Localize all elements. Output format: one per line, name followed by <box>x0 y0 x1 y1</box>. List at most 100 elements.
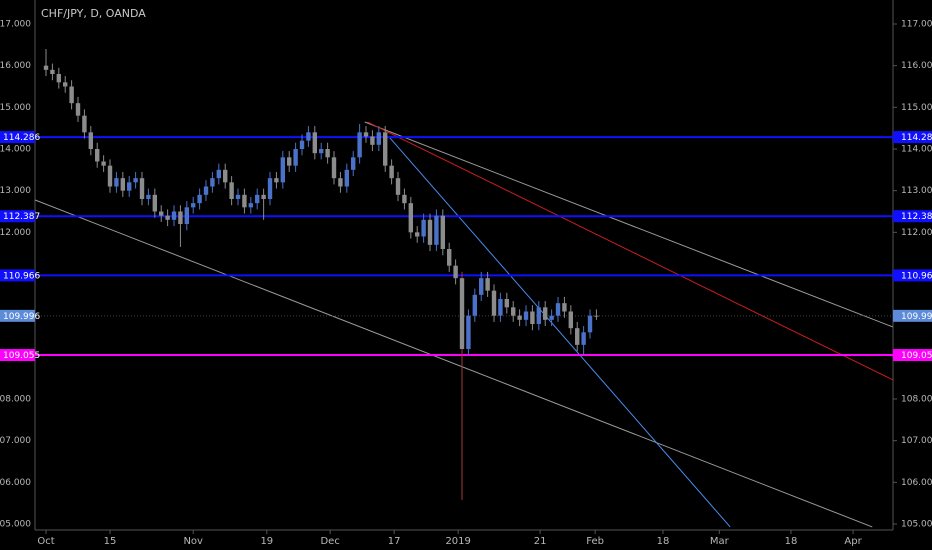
candle-body <box>568 311 574 329</box>
y-tick-label: 115.000 <box>901 103 932 113</box>
y-tick-label-left: 117.000 <box>0 20 31 30</box>
plot-area <box>35 49 893 528</box>
candle-body <box>402 194 407 204</box>
candle-body <box>165 215 170 220</box>
level-label: 109.055 <box>901 351 932 361</box>
level-label-box <box>0 309 35 322</box>
y-tick-label: 106.000 <box>901 478 932 488</box>
candle-body <box>107 165 113 187</box>
candle-body <box>357 132 362 158</box>
x-tick-label: Oct <box>37 536 54 547</box>
candle-body <box>581 332 586 345</box>
candle-body <box>274 178 279 183</box>
candle-body <box>50 69 55 74</box>
y-tick-label: 113.000 <box>901 186 932 196</box>
x-tick-label: 17 <box>388 536 401 547</box>
level-label-box <box>0 210 35 223</box>
candle-body <box>536 307 542 324</box>
candle-body <box>95 149 100 162</box>
candle-body <box>511 307 516 316</box>
candle-body <box>216 169 222 179</box>
candle-body <box>587 315 593 333</box>
candle-body <box>479 278 484 295</box>
candle-body <box>197 194 202 204</box>
candle-body <box>101 161 106 166</box>
x-tick-label: 21 <box>534 536 547 547</box>
candle-body <box>63 82 68 87</box>
candle-body <box>466 315 471 349</box>
candle-body <box>267 178 273 199</box>
candle-body <box>517 315 522 320</box>
level-label: 112.387 <box>901 212 932 222</box>
y-tick-label-left: 113.000 <box>0 186 31 196</box>
level-label-box <box>893 309 932 322</box>
candle-body <box>127 182 132 191</box>
y-tick-label-left: 115.000 <box>0 103 31 113</box>
candle-body <box>146 194 151 199</box>
y-tick-label-left: 105.000 <box>0 520 31 530</box>
candle-body <box>88 132 94 149</box>
candle-body <box>491 290 497 316</box>
x-tick-label: 18 <box>785 536 798 547</box>
y-tick-label-left: 106.000 <box>0 478 31 488</box>
candle-body <box>242 194 247 208</box>
candle-body <box>498 299 503 316</box>
level-label-box <box>893 269 932 282</box>
level-label-box <box>0 131 35 144</box>
level-label-box <box>0 349 35 362</box>
candle-body <box>184 207 190 224</box>
x-tick-label: 18 <box>657 536 670 547</box>
candle-body <box>376 132 382 145</box>
y-tick-label: 108.000 <box>901 395 932 405</box>
y-tick-label: 117.000 <box>901 20 932 30</box>
candle-body <box>203 186 209 195</box>
level-label: 112.387 <box>3 212 40 222</box>
candle-body <box>543 307 548 320</box>
candle-body <box>261 194 266 199</box>
candle-body <box>43 65 49 70</box>
candle-body <box>440 215 446 249</box>
candle-body <box>171 211 177 220</box>
candle-body <box>120 178 126 191</box>
x-tick-label: 2019 <box>445 536 470 547</box>
y-tick-label-left: 107.000 <box>0 436 31 446</box>
candle-body <box>421 219 426 237</box>
candle-body <box>178 211 183 224</box>
x-tick-label: Feb <box>586 536 604 547</box>
candle-body <box>472 294 478 316</box>
candle-body <box>139 178 145 199</box>
y-tick-label-left: 108.000 <box>0 395 31 405</box>
x-tick-label: Nov <box>183 536 203 547</box>
candle-body <box>395 178 401 195</box>
level-label: 110.966 <box>901 271 932 281</box>
candle-body <box>523 311 529 320</box>
candle-body <box>389 165 394 179</box>
level-label: 114.286 <box>901 133 932 143</box>
candle-body <box>351 157 356 170</box>
y-tick-label-left: 114.000 <box>0 145 31 155</box>
x-tick-label: 19 <box>260 536 273 547</box>
level-label-box <box>893 349 932 362</box>
y-tick-label: 105.000 <box>901 520 932 530</box>
candle-body <box>69 86 74 104</box>
x-tick-label: Apr <box>844 536 862 547</box>
level-label: 109.996 <box>901 312 932 322</box>
chart-title: CHF/JPY, D, OANDA <box>41 7 146 20</box>
candle-body <box>453 265 458 279</box>
x-tick-label: Mar <box>710 536 730 547</box>
y-tick-label: 107.000 <box>901 436 932 446</box>
candle-body <box>530 311 535 324</box>
x-tick-label: 15 <box>104 536 117 547</box>
candle-body <box>114 178 119 187</box>
candle-body <box>363 132 369 137</box>
trend-line <box>367 121 893 381</box>
y-tick-label: 114.000 <box>901 145 932 155</box>
level-label-box <box>0 269 35 282</box>
candle-body <box>415 232 420 237</box>
candle-body <box>223 169 228 183</box>
candle-body <box>408 203 414 233</box>
candle-body <box>280 157 286 183</box>
candle-body <box>575 328 580 345</box>
candle-body <box>82 115 87 133</box>
